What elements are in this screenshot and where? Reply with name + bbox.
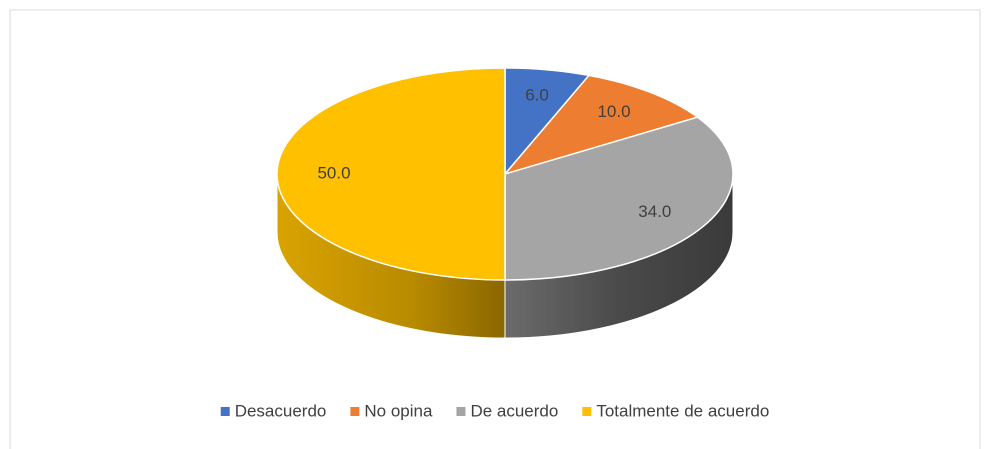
slice xyxy=(502,74,700,176)
slice xyxy=(504,116,734,281)
data-label: 10.0 xyxy=(597,102,630,121)
legend-swatch xyxy=(582,407,592,416)
legend-label: Desacuerdo xyxy=(235,401,327,420)
legend-label: De acuerdo xyxy=(470,401,558,420)
slice xyxy=(276,67,506,281)
legend-swatch xyxy=(456,407,466,416)
legend-label: No opina xyxy=(364,401,433,420)
chart-border xyxy=(9,9,981,449)
legend-swatch xyxy=(220,407,230,416)
data-label: 50.0 xyxy=(317,163,350,182)
data-label: 34.0 xyxy=(638,202,671,221)
legend-label: Totalmente de acuerdo xyxy=(596,401,769,420)
legend-swatch xyxy=(350,407,360,416)
data-label: 6.0 xyxy=(525,85,549,104)
